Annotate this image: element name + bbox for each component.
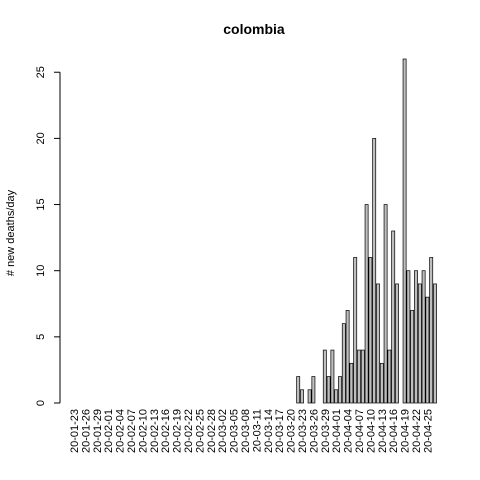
bar (387, 349, 392, 404)
bar (364, 204, 369, 404)
bar (296, 376, 301, 404)
bar (330, 349, 335, 404)
bar (429, 257, 434, 404)
bar (372, 138, 377, 404)
bar (368, 257, 373, 404)
x-tick-label: 20-02-04 (115, 409, 127, 453)
x-tick-label: 20-02-25 (194, 409, 206, 453)
y-tick-label: 15 (35, 198, 47, 210)
x-tick-label: 20-03-05 (229, 409, 241, 453)
x-tick-label: 20-02-16 (160, 409, 172, 453)
y-tick-label: 0 (35, 400, 47, 406)
bar (334, 389, 339, 404)
x-tick-label: 20-03-11 (251, 409, 263, 452)
bar (326, 376, 331, 404)
bar (406, 270, 411, 404)
x-tick-label: 20-02-10 (137, 409, 149, 453)
x-tick-label: 20-02-07 (126, 409, 138, 453)
bar (410, 310, 415, 404)
x-tick-label: 20-01-29 (92, 409, 104, 453)
bar (379, 362, 384, 404)
x-tick-label: 20-03-02 (217, 409, 229, 453)
x-tick-label: 20-01-26 (80, 409, 92, 453)
bar (383, 204, 388, 404)
bar (300, 389, 304, 404)
x-tick-label: 20-01-23 (69, 409, 81, 453)
x-tick-label: 20-04-01 (331, 409, 343, 453)
x-tick-label: 20-03-29 (320, 409, 332, 453)
x-tick-label: 20-04-07 (354, 409, 366, 453)
bar (417, 283, 422, 404)
bar (322, 349, 327, 404)
bar (425, 296, 430, 404)
x-tick-label: 20-03-23 (297, 409, 309, 453)
x-tick-label: 20-04-19 (400, 409, 412, 453)
bar (338, 376, 342, 404)
bar (360, 349, 365, 404)
x-tick-label: 20-03-20 (286, 409, 298, 453)
y-tick-label: 10 (35, 265, 47, 277)
bar (402, 58, 407, 404)
x-tick-label: 20-04-04 (343, 409, 355, 453)
bar (345, 310, 350, 404)
x-tick-label: 20-04-13 (377, 409, 389, 453)
bar (414, 270, 418, 404)
bar (421, 270, 426, 404)
bar (395, 283, 399, 404)
x-tick-label: 20-02-01 (103, 409, 115, 453)
bar (357, 349, 361, 404)
x-tick-label: 20-02-19 (172, 409, 184, 453)
bar (311, 376, 316, 404)
x-tick-label: 20-02-13 (149, 409, 161, 453)
x-tick-label: 20-03-08 (240, 409, 252, 453)
y-tick-label: 20 (35, 132, 47, 144)
x-tick-label: 20-03-14 (263, 409, 275, 453)
bar (376, 283, 380, 404)
x-tick-label: 20-03-26 (308, 409, 320, 453)
y-axis-label: # new deaths/day (5, 189, 17, 276)
chart-title: colombia (223, 21, 285, 37)
x-tick-label: 20-02-28 (206, 409, 218, 453)
bar (353, 257, 358, 404)
x-tick-label: 20-04-16 (388, 409, 400, 453)
y-tick-label: 5 (35, 334, 47, 340)
bar (307, 389, 312, 404)
x-tick-label: 20-03-17 (274, 409, 286, 453)
bar (391, 230, 396, 404)
y-tick-label: 25 (35, 66, 47, 78)
x-tick-label: 20-04-25 (422, 409, 434, 453)
bar (349, 362, 354, 404)
bar (341, 323, 346, 404)
bar (433, 283, 437, 404)
x-tick-label: 20-02-22 (183, 409, 195, 453)
x-tick-label: 20-04-22 (411, 409, 423, 453)
x-tick-label: 20-04-10 (365, 409, 377, 453)
